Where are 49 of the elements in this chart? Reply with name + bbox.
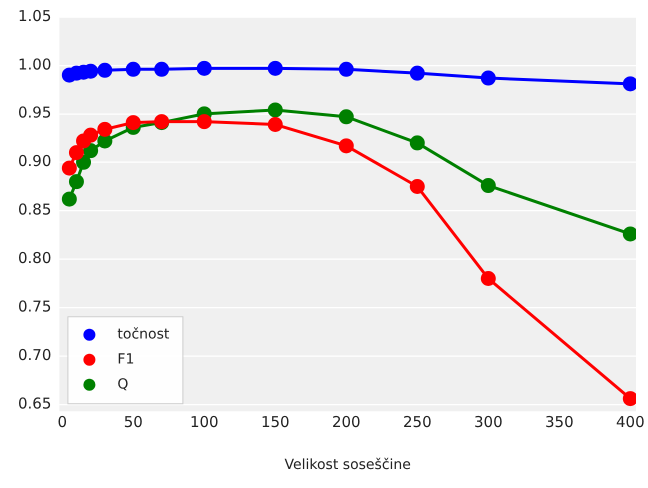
y-tick-label: 0.65: [18, 394, 52, 412]
point: [154, 62, 170, 77]
x-tick-label: 150: [260, 413, 290, 432]
point: [410, 66, 425, 81]
point: [410, 178, 425, 194]
y-tick-label: 0.75: [18, 297, 52, 316]
point: [83, 143, 98, 158]
point: [97, 133, 112, 148]
point: [410, 135, 425, 150]
y-tick-label: 0.70: [18, 346, 52, 364]
point: [126, 62, 141, 77]
y-tick-label: 0.90: [18, 152, 52, 170]
point: [196, 114, 212, 130]
x-tick-label: 200: [332, 413, 361, 432]
point: [268, 102, 283, 118]
x-tick-label: 250: [402, 413, 432, 432]
point: [480, 178, 496, 194]
x-axis-title: Velikost soseščine: [284, 457, 411, 474]
point: [338, 138, 354, 154]
x-tick-label: 50: [124, 413, 143, 432]
legend-label: točnost: [117, 326, 170, 342]
point: [62, 192, 77, 207]
point: [196, 60, 212, 76]
point: [480, 70, 496, 86]
point: [97, 62, 112, 78]
x-tick-label: 0: [57, 413, 68, 432]
point: [338, 109, 354, 124]
y-tick-label: 0.95: [18, 104, 52, 122]
point: [268, 60, 283, 76]
point: [126, 115, 141, 130]
legend-label: F1: [117, 351, 134, 368]
point: [76, 154, 92, 170]
y-tick-label: 0.85: [18, 200, 52, 219]
point: [97, 122, 112, 137]
y-tick-label: 1.05: [18, 6, 52, 25]
point: [62, 160, 77, 176]
x-tick-label: 300: [474, 413, 503, 432]
legend-label: Q: [117, 376, 128, 392]
y-tick-label: 1.00: [18, 55, 52, 74]
point: [83, 128, 98, 143]
y-tick-label: 0.80: [18, 249, 52, 268]
x-tick-label: 100: [190, 413, 219, 432]
point: [268, 117, 283, 132]
x-tick-label: 350: [544, 413, 574, 432]
point: [480, 271, 496, 286]
point: [338, 62, 354, 77]
point: [68, 145, 84, 160]
point: [68, 174, 84, 190]
x-tick-label: 400: [616, 413, 645, 432]
